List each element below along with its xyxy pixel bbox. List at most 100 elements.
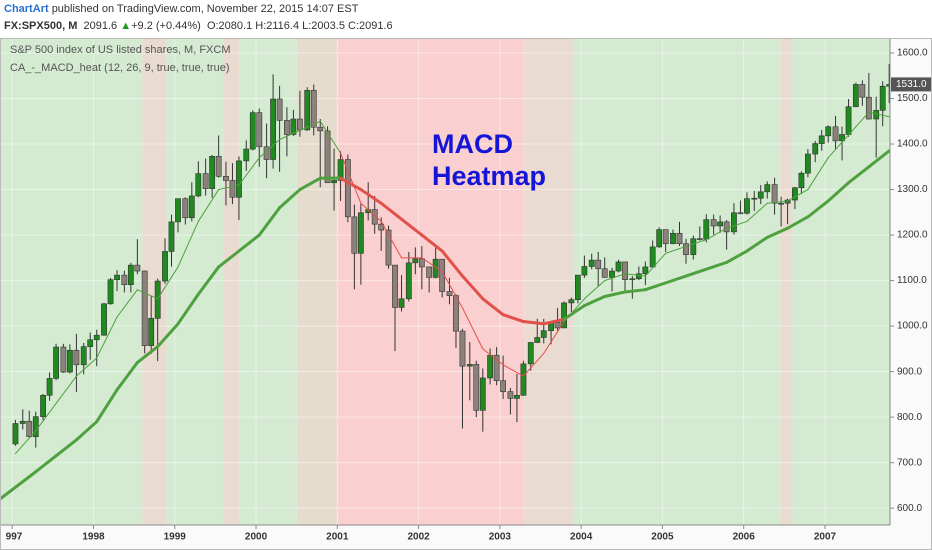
candle-body	[649, 246, 656, 268]
ma-line	[440, 249, 464, 278]
ma-line	[827, 134, 850, 159]
ma-line	[176, 292, 200, 326]
ma-line	[543, 321, 565, 354]
candle-body	[154, 280, 161, 319]
candle-body	[818, 135, 825, 144]
heat-zone	[0, 38, 143, 525]
ma-line	[278, 188, 302, 210]
candle-body	[392, 264, 398, 308]
candle-body	[615, 261, 622, 272]
candle-body	[73, 349, 80, 366]
x-tick-label: 2004	[570, 532, 593, 543]
y-tick-label: 1300.0	[897, 184, 928, 195]
candle-body	[595, 259, 602, 270]
ma-line	[624, 273, 646, 277]
x-tick-label: 1998	[82, 532, 105, 543]
candle-body	[656, 229, 663, 248]
ma-line	[197, 189, 220, 222]
ma-line	[623, 288, 647, 294]
ma-line	[644, 252, 667, 277]
heat-zone	[166, 38, 224, 525]
ma-line	[217, 249, 241, 269]
ma-line	[461, 307, 484, 350]
candle-body	[229, 180, 236, 198]
y-tick-label: 1000.0	[897, 321, 928, 332]
candle-body	[270, 98, 276, 160]
candle-body	[175, 198, 181, 223]
ma-line	[95, 388, 119, 424]
ma-line	[847, 165, 871, 185]
candle-body	[459, 330, 466, 367]
ma-line	[74, 420, 99, 442]
candle-body	[507, 391, 514, 399]
candle-body	[751, 197, 758, 200]
ma-line	[765, 226, 790, 239]
candle-body	[141, 270, 148, 346]
x-tick-label: 2003	[489, 532, 512, 543]
candle-body	[500, 380, 507, 392]
ma-line	[826, 181, 851, 203]
ma-line	[299, 120, 321, 131]
candle-body	[561, 302, 567, 329]
candle-body	[446, 291, 453, 296]
candle-body	[520, 363, 527, 396]
ma-line	[867, 149, 890, 169]
ma-line	[0, 470, 38, 501]
ma-line	[54, 438, 78, 458]
ma-line	[135, 345, 160, 365]
candle-body	[792, 187, 798, 201]
ma-line	[502, 364, 524, 377]
y-tick-label: 800.0	[897, 412, 922, 423]
last-price-label: 1531.0	[896, 79, 927, 90]
x-tick-label: 2002	[407, 532, 430, 543]
candle-body	[574, 274, 581, 301]
ma-line	[156, 322, 180, 349]
ma-line	[705, 227, 728, 241]
publish-line: ChartArt published on TradingView.com, N…	[4, 3, 358, 15]
candle-body	[304, 90, 311, 131]
brand[interactable]: ChartArt	[4, 3, 49, 15]
candle-body	[744, 198, 750, 214]
candle-body	[385, 229, 392, 266]
ma-line	[848, 111, 870, 136]
ma-line	[746, 202, 768, 222]
y-tick-label: 1100.0	[897, 275, 927, 286]
candle-body	[297, 118, 303, 131]
candle-body	[127, 264, 134, 285]
symbol-line: FX:SPX500, M 2091.6 ▲+9.2 (+0.44%) O:208…	[4, 20, 393, 32]
candle-body	[398, 298, 405, 308]
candle-body	[202, 173, 209, 189]
candle-body	[121, 274, 128, 285]
candle-body	[534, 337, 541, 343]
candle-body	[581, 266, 588, 276]
x-tick-label: 2001	[326, 532, 349, 543]
candle-body	[148, 318, 155, 346]
y-tick-label: 600.0	[897, 503, 922, 514]
ma-line	[522, 352, 545, 377]
ma-line	[298, 176, 322, 192]
candle-body	[195, 173, 202, 197]
candle-body	[162, 251, 168, 282]
candle-body	[865, 96, 872, 120]
candle-body	[53, 346, 59, 379]
candle-body	[168, 221, 175, 252]
ma-line	[481, 297, 505, 317]
ma-line	[868, 111, 890, 118]
ma-line	[257, 206, 282, 237]
arrow: ▲	[120, 20, 132, 32]
ma-line	[766, 200, 789, 204]
candle-body	[473, 364, 480, 411]
candle-body	[351, 216, 358, 254]
plot	[0, 38, 890, 525]
candle-body	[764, 184, 771, 193]
candle-body	[798, 172, 805, 189]
ma-line	[218, 184, 240, 191]
ma-line	[34, 454, 58, 474]
heat-zone	[239, 38, 297, 525]
price: 2091.6	[83, 20, 118, 32]
candle-body	[710, 219, 717, 227]
candle-body	[629, 278, 636, 281]
candle-body	[426, 266, 433, 278]
ma-line	[460, 274, 485, 301]
